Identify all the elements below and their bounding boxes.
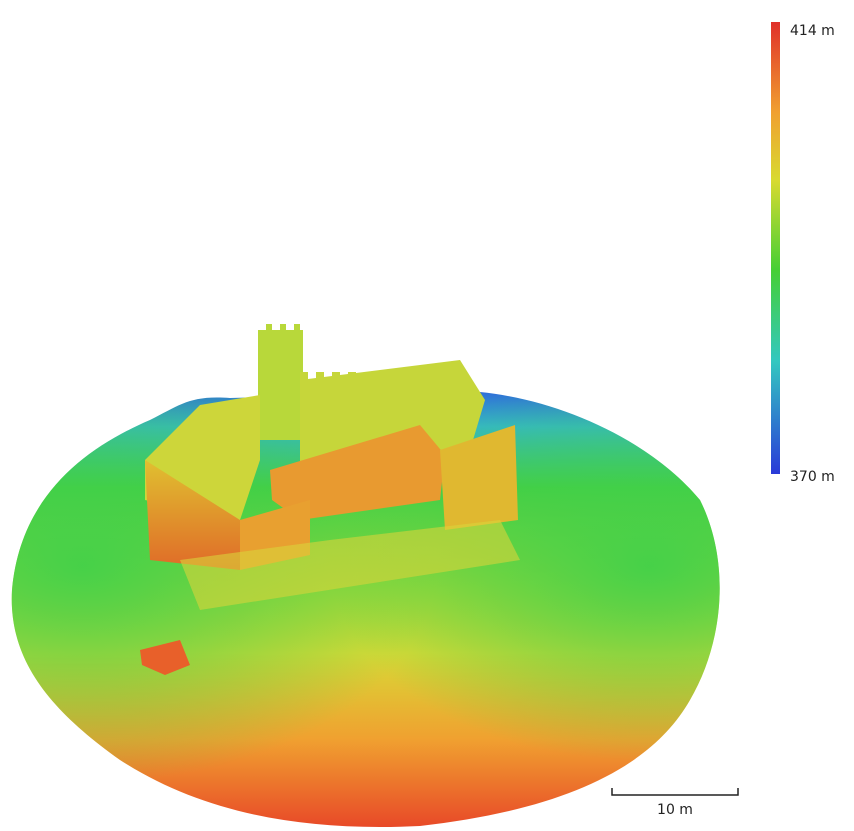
- scale-bar-label: 10 m: [657, 802, 693, 818]
- elevation-map-view: 414 m 370 m 10 m: [0, 0, 854, 831]
- colorbar: [771, 22, 780, 474]
- castle: [145, 324, 520, 610]
- legend: 414 m 370 m: [771, 22, 835, 485]
- legend-max-label: 414 m: [790, 23, 835, 39]
- legend-min-label: 370 m: [790, 469, 835, 485]
- scale-bar: 10 m: [612, 788, 738, 818]
